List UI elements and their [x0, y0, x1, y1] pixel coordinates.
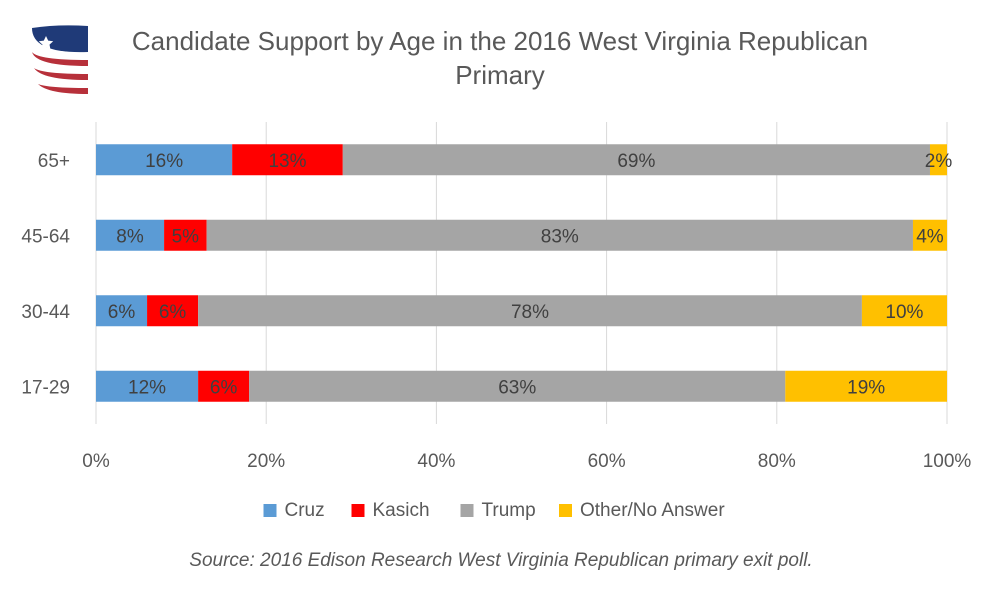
bar-segment [96, 144, 233, 176]
legend-swatch [460, 504, 474, 517]
x-tick-label: 20% [247, 451, 285, 472]
data-label: 69% [617, 151, 655, 172]
bar-segment [198, 370, 250, 402]
category-label: 65+ [38, 151, 70, 172]
legend-label: Other/No Answer [580, 500, 725, 521]
data-label: 4% [916, 226, 944, 247]
legend-swatch [351, 504, 365, 517]
category-label: 30-44 [21, 302, 70, 323]
category-label: 17-29 [21, 377, 70, 398]
x-tick-label: 60% [588, 451, 626, 472]
data-label: 6% [108, 302, 136, 323]
data-label: 63% [498, 377, 536, 398]
legend-swatch [263, 504, 277, 517]
data-label: 12% [128, 377, 166, 398]
bar-segment [96, 219, 165, 251]
bar-segment [232, 144, 343, 176]
bar-segment [912, 219, 947, 251]
data-label: 78% [511, 302, 549, 323]
bar-segment [164, 219, 207, 251]
chart-plot: 0% 20% 40% 60% 80% 100% 65+ 16% 13% 69% 2% 45-64 8% 5… [21, 122, 972, 521]
bar-segment [206, 219, 913, 251]
source-note: Source: 2016 Edison Research West Virgin… [189, 550, 813, 571]
bar-segment [785, 370, 947, 402]
x-tick-label: 0% [82, 451, 110, 472]
legend-label: Trump [482, 500, 536, 521]
logo-icon [32, 25, 88, 94]
legend-swatch [559, 504, 572, 517]
data-label: 83% [541, 226, 579, 247]
data-label: 13% [268, 151, 306, 172]
data-label: 19% [847, 377, 885, 398]
data-label: 6% [210, 377, 238, 398]
data-label: 6% [159, 302, 187, 323]
bar-segment [929, 144, 947, 176]
legend-label: Kasich [373, 500, 430, 521]
data-label: 8% [116, 226, 144, 247]
bar-segment [96, 370, 199, 402]
bar-segment [249, 370, 786, 402]
data-label: 5% [172, 226, 200, 247]
chart-title: Candidate Support by Age in the 2016 Wes… [131, 26, 869, 90]
data-label: 2% [925, 151, 953, 172]
bar-segment [147, 295, 199, 327]
bar-segment [198, 295, 862, 327]
bar-segment [342, 144, 930, 176]
x-tick-label: 40% [417, 451, 455, 472]
bar-segment [861, 295, 947, 327]
data-label: 10% [885, 302, 923, 323]
legend-label: Cruz [285, 500, 325, 521]
bar-segment [96, 295, 148, 327]
x-tick-label: 80% [758, 451, 796, 472]
data-label: 16% [145, 151, 183, 172]
category-label: 45-64 [21, 226, 70, 247]
x-tick-label: 100% [923, 451, 972, 472]
